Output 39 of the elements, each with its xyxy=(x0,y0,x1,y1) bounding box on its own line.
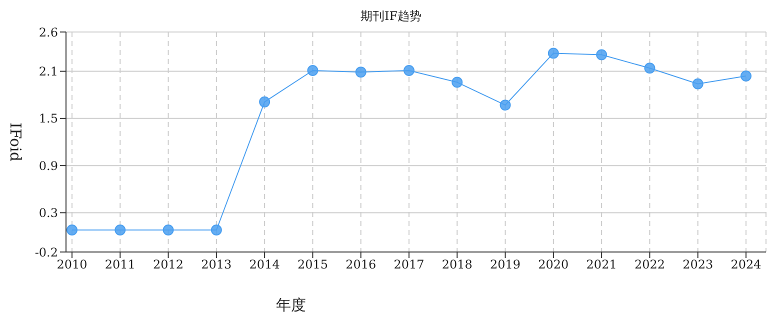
y-tick-label: 0.9 xyxy=(38,158,58,173)
point xyxy=(162,224,174,236)
point xyxy=(548,48,559,59)
y-tick-label: 2.6 xyxy=(38,25,58,40)
x-tick-label: 2020 xyxy=(538,258,569,272)
point xyxy=(692,78,704,90)
point xyxy=(500,100,511,111)
point xyxy=(404,65,414,76)
y-axis-title: IFoid xyxy=(6,122,25,162)
chart-title: 期刊IF趋势 xyxy=(359,8,423,24)
point xyxy=(355,66,366,78)
x-tick-label: 2024 xyxy=(730,258,762,272)
x-tick-label: 2022 xyxy=(634,258,665,272)
x-tick-label: 2011 xyxy=(104,258,136,272)
y-tick-label: 2.1 xyxy=(38,64,58,79)
point xyxy=(66,224,78,236)
point xyxy=(114,224,126,236)
x-tick-label: 2014 xyxy=(249,258,280,272)
point xyxy=(740,70,752,82)
x-tick-label: 2013 xyxy=(201,258,232,272)
x-tick-label: 2021 xyxy=(586,258,617,272)
y-tick-label: 0.3 xyxy=(38,206,58,220)
x-tick-label: 2016 xyxy=(346,258,376,272)
x-tick-label: 2017 xyxy=(394,258,424,272)
x-tick-label: 2018 xyxy=(442,258,472,272)
y-tick-label: -0.2 xyxy=(34,245,58,260)
x-tick-label: 2010 xyxy=(56,258,88,272)
point xyxy=(259,96,270,108)
point xyxy=(452,76,463,88)
point xyxy=(644,62,656,74)
point xyxy=(210,224,222,236)
x-tick-label: 2023 xyxy=(682,258,714,272)
point xyxy=(596,49,608,60)
x-tick-label: 2015 xyxy=(297,258,328,272)
point xyxy=(307,65,318,76)
x-tick-label: 2012 xyxy=(153,258,184,272)
x-tick-label: 2019 xyxy=(490,258,521,272)
x-axis-title: 年度 xyxy=(276,296,306,314)
y-tick-label: 1.5 xyxy=(38,112,58,126)
